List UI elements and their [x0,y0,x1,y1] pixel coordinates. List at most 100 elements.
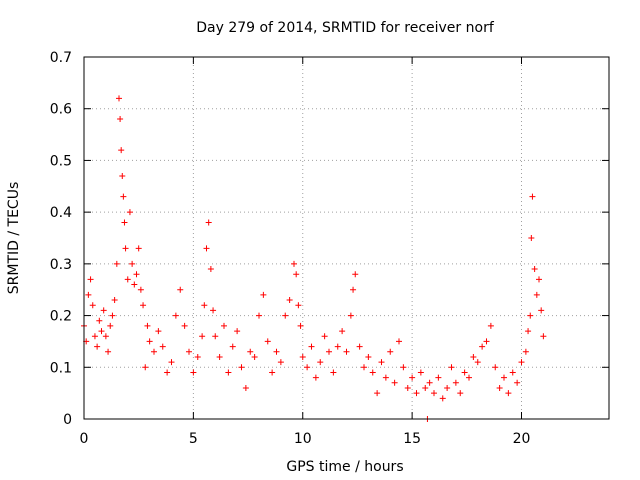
data-point [105,348,112,355]
data-point [334,343,341,350]
y-tick-label: 0.2 [50,309,72,325]
data-point [435,374,442,381]
data-point [212,333,219,340]
data-point [461,369,468,376]
data-point [413,390,420,397]
data-point [479,343,486,350]
data-point [133,271,140,278]
data-point [264,338,271,345]
data-point [282,312,289,319]
data-point [496,384,503,391]
x-tick-label: 10 [294,431,312,447]
data-point [269,369,276,376]
data-point [509,369,516,376]
data-point [391,379,398,386]
data-point [387,348,394,355]
data-point [487,322,494,329]
data-point [181,322,188,329]
data-point [122,245,129,252]
data-point [533,291,540,298]
data-point [483,338,490,345]
data-point [121,219,128,226]
data-points [81,95,547,422]
x-tick-label: 15 [403,431,421,447]
y-tick-label: 0.5 [50,153,72,169]
data-point [87,276,94,283]
data-point [109,312,116,319]
data-point [201,302,208,309]
data-point [155,328,162,335]
data-point [312,374,319,381]
data-point [529,193,536,200]
data-point [452,379,459,386]
data-point [164,369,171,376]
data-point [159,343,166,350]
data-point [540,333,547,340]
data-point [417,369,424,376]
data-point [326,348,332,355]
data-point [505,390,512,397]
data-point [216,353,223,360]
data-point [151,348,157,355]
data-point [129,260,136,267]
data-point [422,384,429,391]
data-point [186,348,192,355]
data-point [361,364,367,371]
data-point [350,286,357,293]
data-point [238,364,245,371]
data-point [356,343,363,350]
x-tick-label: 20 [513,431,531,447]
data-point [528,235,535,241]
data-point [247,348,254,355]
data-point [400,364,407,371]
data-point [295,302,302,309]
data-point [89,302,96,309]
data-point [135,245,142,252]
data-point [85,291,92,298]
data-point [190,369,197,376]
data-point [142,364,149,371]
data-point [293,271,300,278]
x-tick-label: 0 [80,431,89,447]
data-point [382,374,389,381]
data-point [330,369,337,376]
data-point [117,116,124,123]
data-point [194,353,201,360]
data-point [234,328,241,335]
data-point [168,359,175,366]
grid [84,57,609,419]
x-tick-label: 5 [189,431,198,447]
data-point [321,333,328,340]
y-tick-label: 0.7 [50,50,72,66]
data-point [308,343,315,350]
data-point [102,333,109,340]
data-point [343,348,350,355]
data-point [177,286,184,293]
data-point [448,364,455,371]
data-point [118,147,125,154]
data-point [339,328,346,335]
data-point [225,369,232,376]
data-point [404,384,411,391]
data-point [131,281,138,288]
data-point [518,359,525,366]
data-point [378,359,385,366]
data-point [172,312,179,319]
data-point [251,353,258,360]
y-tick-label: 0.3 [50,257,72,273]
data-point [100,307,107,314]
data-point [256,312,262,319]
data-point [531,266,538,273]
data-point [317,359,324,366]
y-tick-label: 0.4 [50,205,72,221]
x-axis-label: GPS time / hours [286,459,403,475]
data-point [522,348,529,355]
data-point [203,245,210,252]
data-point [137,286,144,293]
y-axis-label: SRMTID / TECUs [6,182,22,295]
data-point [291,260,297,267]
data-point [210,307,217,314]
data-point [119,172,126,179]
data-point [107,322,114,329]
